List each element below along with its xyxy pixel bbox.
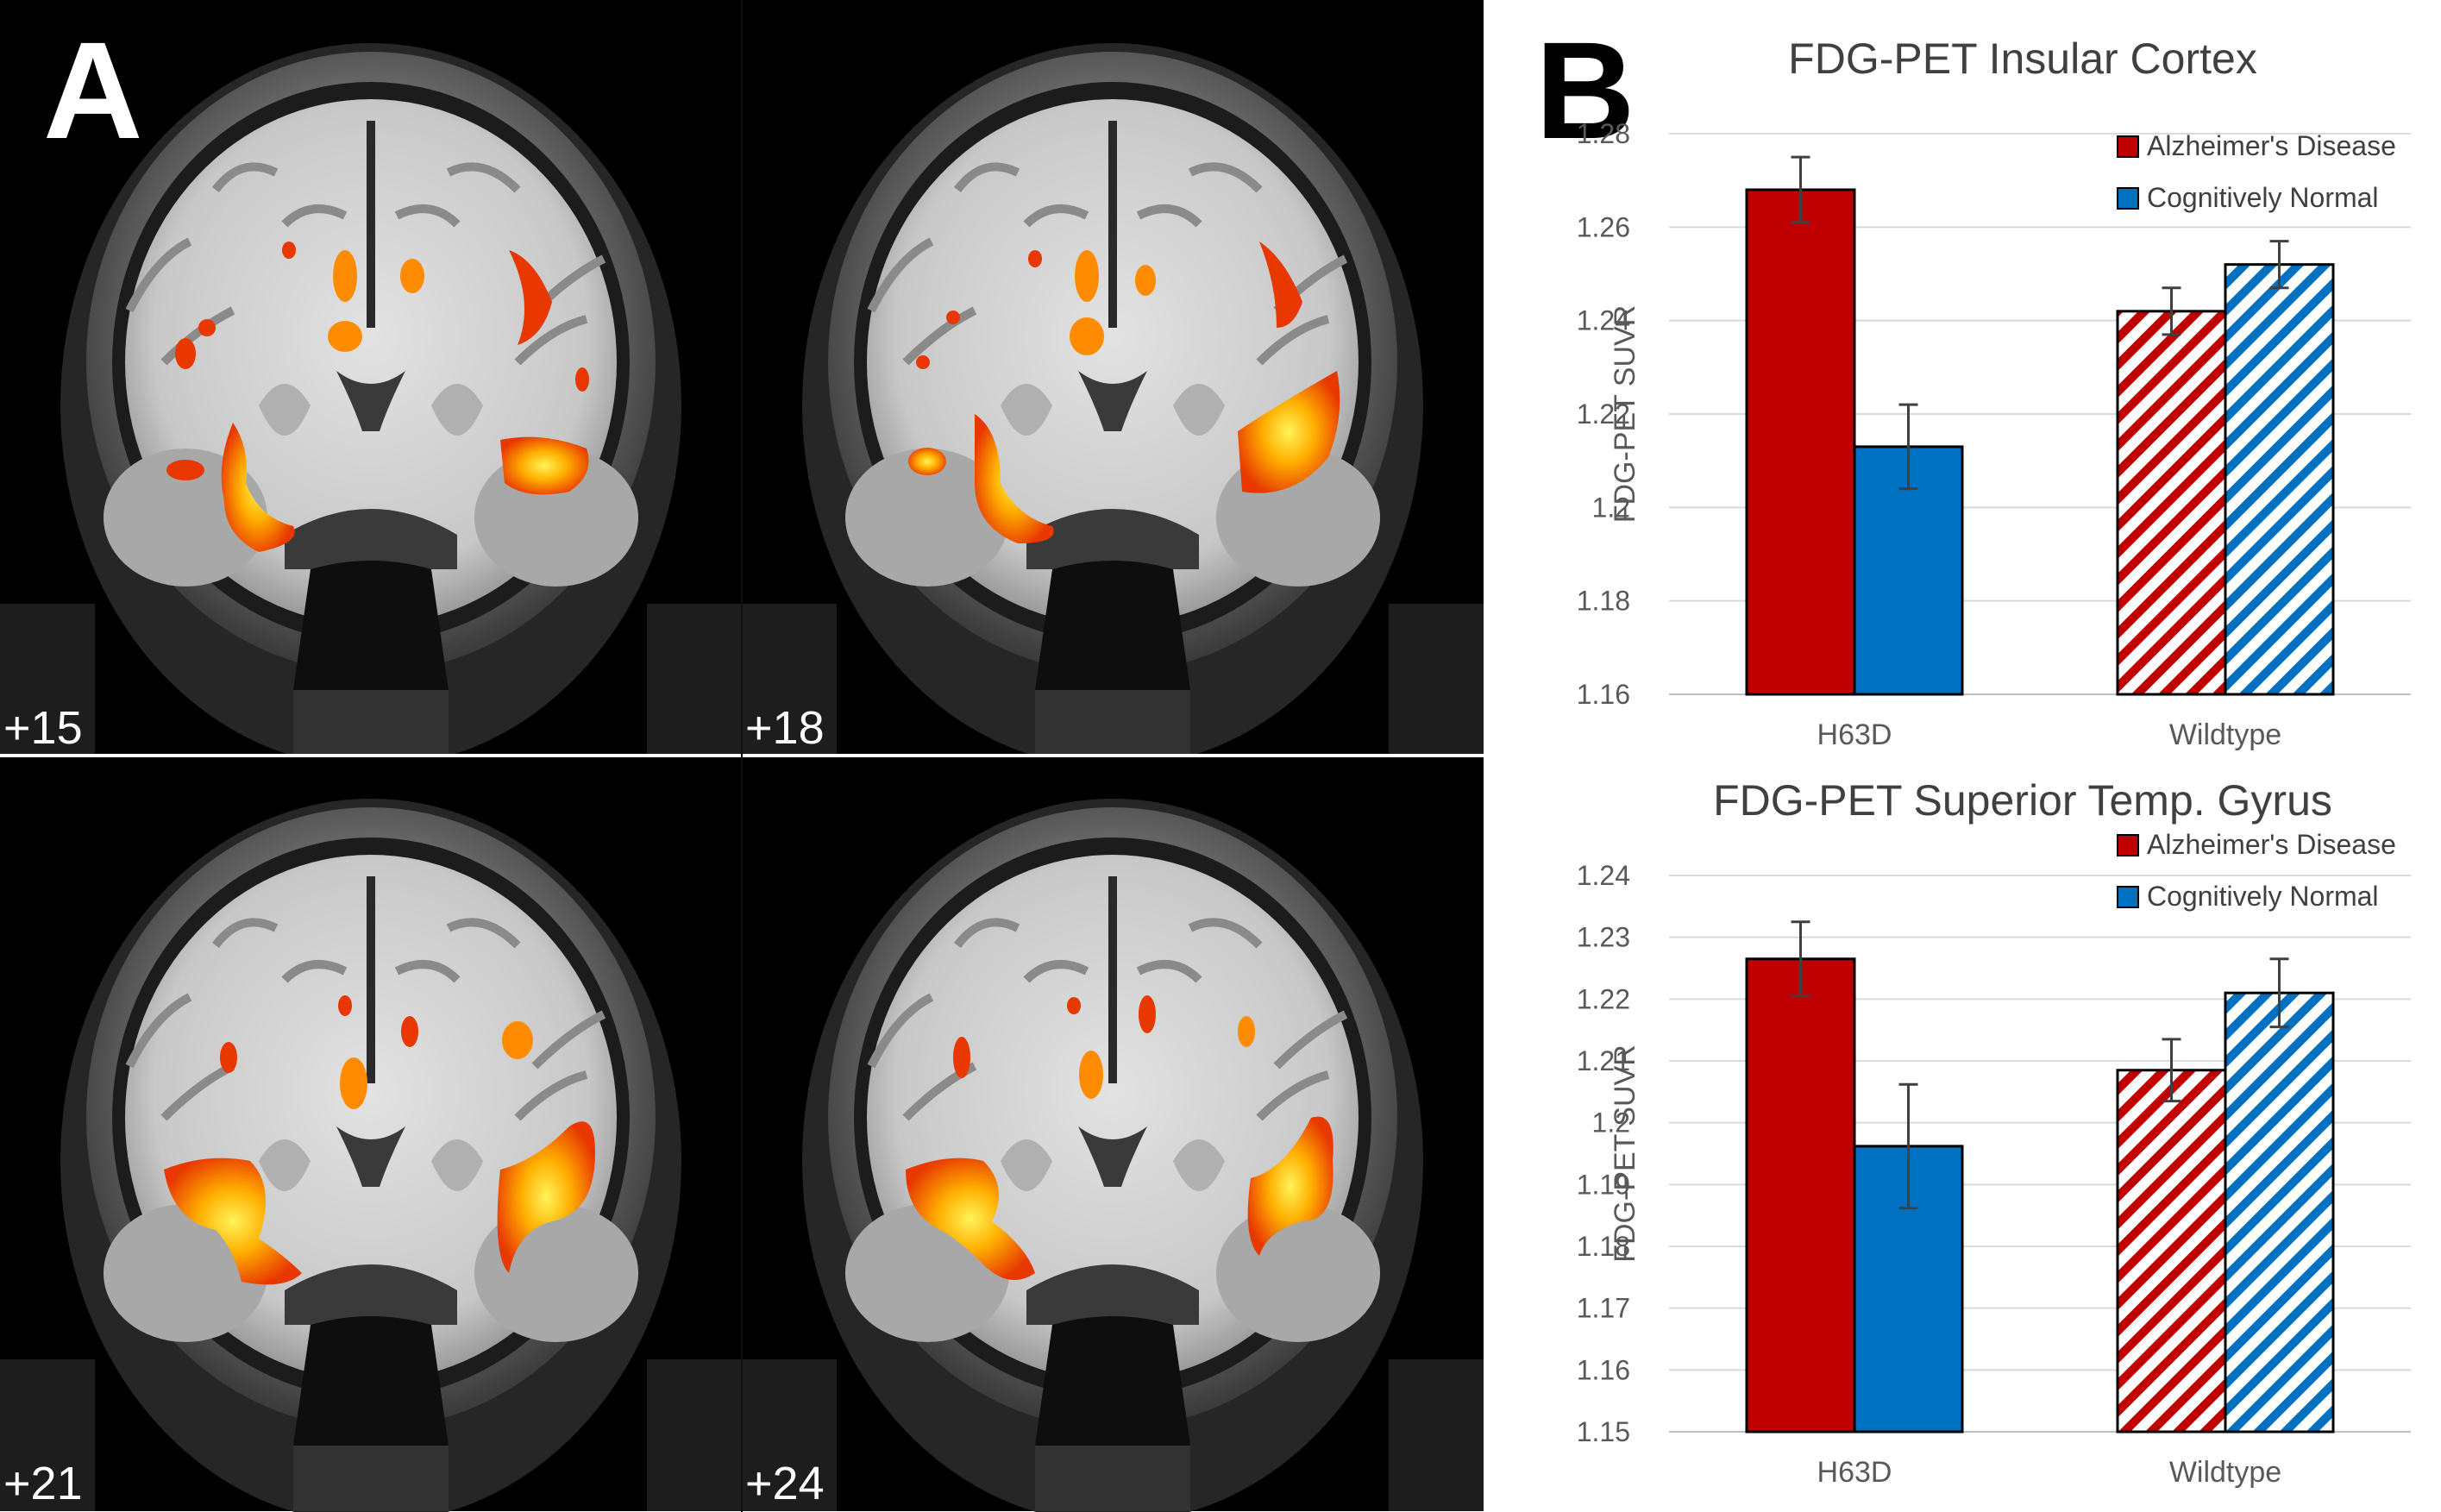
y-axis-label: FDG-PET SUVR [1609,1045,1641,1263]
y-tick-label: 1.24 [1577,860,1630,891]
y-tick-label: 1.17 [1577,1293,1630,1324]
bar-cognitively-normal [2224,263,2335,696]
slice-label: +18 [745,702,825,754]
slice-label: +21 [3,1458,83,1509]
y-axis-label: FDG-PET SUVR [1609,305,1641,524]
y-tick-label: 1.16 [1577,679,1630,710]
mri-slice-plus21: +21 [0,756,742,1512]
y-tick-label: 1.2 [1592,492,1630,523]
y-tick-label: 1.16 [1577,1354,1630,1385]
legend-label: Cognitively Normal [2147,881,2379,912]
chart-title: FDG-PET Superior Temp. Gyrus [1713,776,2332,825]
bar-alzheimers [1745,957,1856,1434]
legend-swatch [2117,135,2139,158]
mri-slice-plus18: +18 [742,0,1484,768]
legend-label: Alzheimer's Disease [2147,829,2396,860]
x-tick-label: H63D [1817,1456,1892,1489]
slice-label: +15 [3,702,83,754]
y-tick-label: 1.22 [1577,983,1630,1014]
y-tick-label: 1.21 [1577,1045,1630,1076]
mri-slice-plus15: +15 [0,0,742,768]
bar-cognitively-normal [2224,991,2335,1434]
y-tick-label: 1.18 [1577,586,1630,617]
bar-alzheimers [1745,188,1856,696]
legend-label: Cognitively Normal [2147,182,2379,213]
x-tick-label: Wildtype [2169,718,2281,751]
heat-clusters [906,995,1333,1280]
legend-label: Alzheimer's Disease [2147,130,2396,161]
y-tick-label: 1.28 [1577,118,1630,149]
y-tick-label: 1.18 [1577,1231,1630,1262]
y-tick-label: 1.23 [1577,922,1630,953]
legend-swatch [2117,834,2139,856]
slice-label: +24 [745,1458,825,1509]
mri-slice-plus24: +24 [742,756,1484,1512]
y-tick-label: 1.15 [1577,1416,1630,1447]
y-tick-label: 1.22 [1577,398,1630,430]
panel-b-label: B [1535,13,1635,167]
chart-insular-cortex: FDG-PET Insular Cortex 1.16 1.18 1.2 1.22 1.2… [1577,35,2411,751]
legend-swatch [2117,187,2139,210]
chart-superior-temporal-gyrus: FDG-PET Superior Temp. Gyrus 1.15 1.16 1.17… [1577,776,2411,1489]
y-tick-label: 1.2 [1592,1107,1630,1139]
bar-alzheimers [2116,310,2227,696]
heat-clusters [164,995,595,1285]
bar-alzheimers [2116,1069,2227,1434]
x-tick-label: Wildtype [2169,1456,2281,1489]
panel-b-charts: B FDG-PET Insular Cortex 1.16 1.18 1.2 1.22 1… [1535,13,2411,1489]
x-tick-label: H63D [1817,718,1892,751]
y-tick-label: 1.26 [1577,211,1630,242]
heat-clusters [166,242,589,552]
y-tick-label: 1.19 [1577,1169,1630,1200]
panel-a-mri-figure: +15 +18 +21 [0,0,1484,1512]
y-tick-label: 1.24 [1577,305,1630,336]
legend-swatch [2117,886,2139,908]
panel-a-label: A [43,13,143,167]
chart-title: FDG-PET Insular Cortex [1788,35,2257,83]
heat-clusters [908,242,1340,543]
